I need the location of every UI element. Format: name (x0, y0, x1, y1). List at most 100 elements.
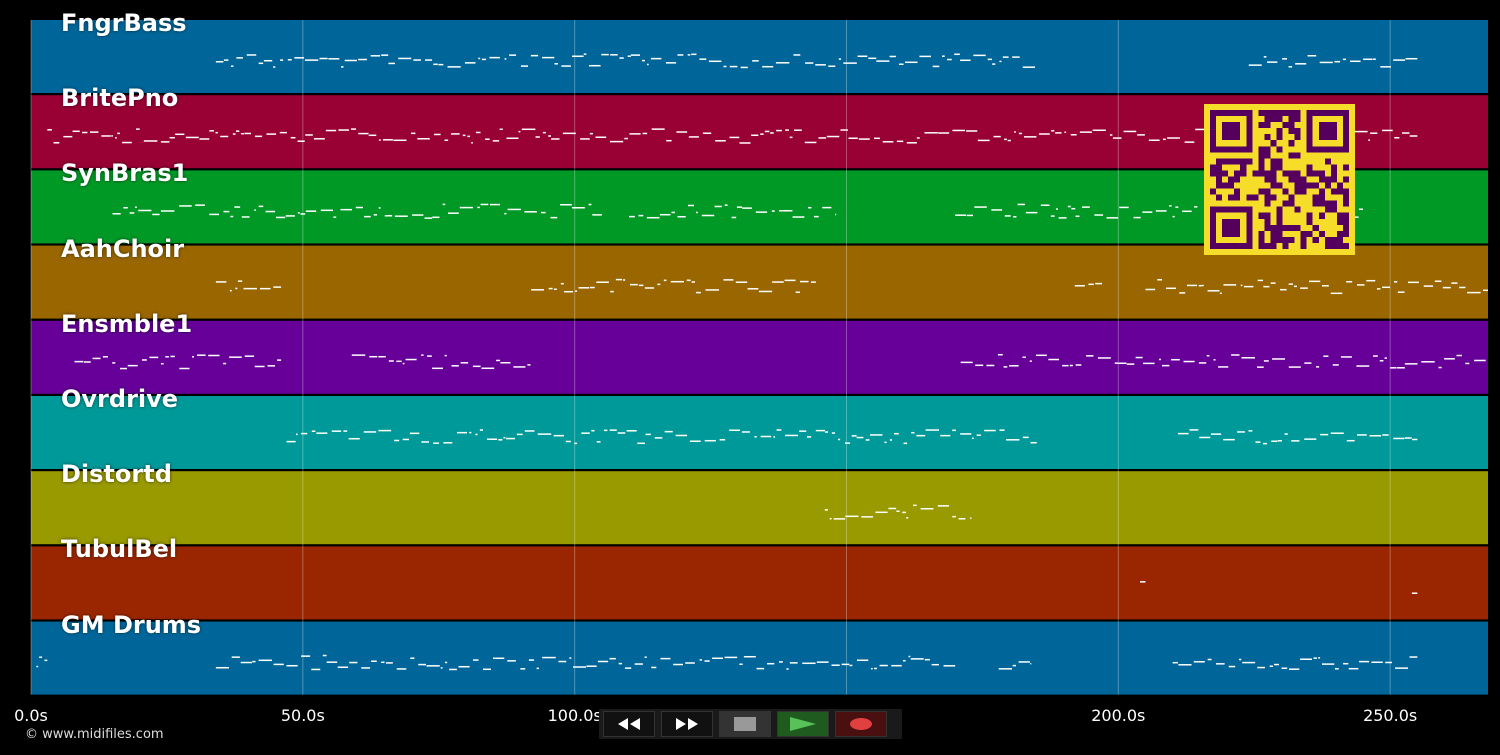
note (528, 659, 535, 661)
note (1022, 356, 1026, 359)
note (388, 360, 394, 362)
note (1423, 285, 1434, 287)
note (1255, 441, 1261, 443)
note (1142, 211, 1153, 213)
note (296, 433, 298, 436)
note (1467, 291, 1481, 294)
note (485, 138, 490, 140)
note (1243, 285, 1254, 288)
note (1106, 217, 1119, 219)
note (1404, 363, 1418, 365)
note (1172, 215, 1175, 218)
note (1133, 216, 1141, 219)
note (1316, 366, 1320, 368)
note (1201, 284, 1204, 287)
note (1288, 66, 1293, 68)
note (1219, 292, 1222, 295)
note (1404, 437, 1412, 439)
note (924, 658, 930, 661)
note (952, 129, 966, 132)
note (623, 279, 626, 281)
note (175, 133, 185, 136)
note (1223, 284, 1237, 286)
note (838, 58, 842, 60)
note (301, 655, 311, 657)
note (1086, 355, 1094, 357)
note (1092, 129, 1106, 132)
note (541, 56, 555, 59)
note (443, 442, 453, 444)
note (1058, 217, 1067, 219)
note (1172, 661, 1178, 664)
note (1062, 364, 1069, 367)
note (1368, 139, 1371, 141)
note (1281, 667, 1288, 670)
track-lane (31, 396, 1488, 469)
play-button[interactable] (777, 711, 829, 737)
note (1035, 354, 1047, 357)
note (1022, 66, 1035, 68)
note (1189, 429, 1199, 431)
note (831, 432, 836, 434)
playback-controls (599, 709, 902, 739)
note (509, 54, 517, 56)
note (471, 142, 473, 144)
note (394, 439, 400, 442)
note (686, 279, 691, 282)
note (785, 129, 789, 131)
note (301, 432, 308, 435)
note (966, 214, 973, 217)
note (305, 134, 313, 136)
note (1148, 139, 1160, 141)
note (1373, 355, 1378, 357)
note (1009, 365, 1019, 367)
note (938, 132, 950, 134)
track-lane (31, 546, 1488, 620)
note (438, 63, 444, 66)
note (940, 434, 951, 437)
rewind-button[interactable] (603, 711, 655, 737)
note (516, 433, 523, 436)
note (1370, 132, 1378, 134)
record-button[interactable] (835, 711, 887, 737)
note (241, 216, 250, 218)
note (975, 364, 984, 367)
note (776, 129, 782, 132)
note (560, 282, 564, 285)
note (1095, 282, 1103, 285)
time-grid (30, 20, 1391, 695)
stop-button[interactable] (719, 711, 771, 737)
note (756, 667, 765, 670)
note (906, 142, 917, 144)
note (1289, 668, 1300, 670)
note (943, 665, 956, 667)
note (1300, 287, 1308, 289)
note (53, 142, 60, 144)
play-icon (790, 717, 816, 731)
note (1207, 290, 1220, 292)
note (1159, 358, 1162, 361)
note (1228, 665, 1236, 668)
note (740, 66, 748, 69)
note (530, 54, 539, 57)
note (1123, 130, 1137, 133)
note (841, 663, 850, 666)
note (899, 63, 904, 66)
note (361, 667, 371, 669)
note (101, 135, 111, 137)
note (644, 656, 647, 658)
fast-forward-button[interactable] (661, 711, 713, 737)
note (170, 355, 175, 358)
note (1050, 215, 1055, 217)
note (411, 132, 416, 135)
note (433, 442, 440, 444)
note (553, 434, 564, 437)
note (123, 206, 128, 209)
note (1075, 215, 1080, 218)
note (378, 429, 392, 432)
note (1359, 660, 1370, 663)
note (779, 210, 793, 212)
note (888, 507, 897, 510)
note (382, 139, 393, 141)
note (601, 53, 609, 56)
